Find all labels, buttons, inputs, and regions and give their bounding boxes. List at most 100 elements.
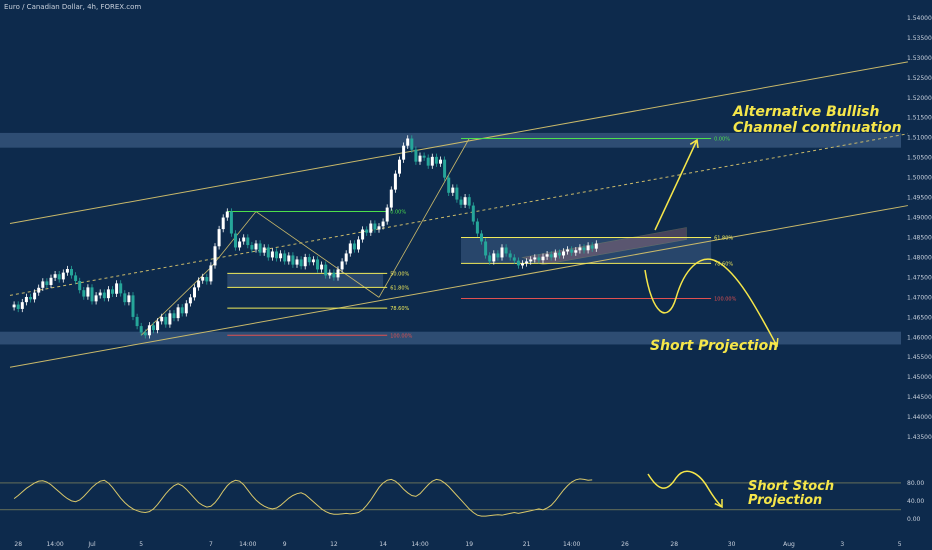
candle-body-67 xyxy=(283,253,287,262)
candle-body-34 xyxy=(147,325,151,336)
price-tick-label-8: 1.50000 xyxy=(907,175,932,182)
candle-body-141 xyxy=(586,245,590,251)
time-tick-label-8: 14 xyxy=(379,541,387,548)
candle-body-123 xyxy=(512,257,516,261)
candle-body-18 xyxy=(82,290,86,297)
time-tick-label-10: 19 xyxy=(465,541,473,548)
bullish-arrow-line xyxy=(654,139,698,231)
price-tick-label-21: 1.43500 xyxy=(907,434,932,441)
fib-level-label-1: 50.00% xyxy=(390,271,409,277)
price-tick-label-17: 1.45500 xyxy=(907,354,932,361)
candle-body-92 xyxy=(385,207,389,222)
candle-body-109 xyxy=(455,187,459,200)
price-tick-label-20: 1.44000 xyxy=(907,414,932,421)
candle-body-45 xyxy=(193,287,196,298)
candle-body-11 xyxy=(53,274,57,278)
candle-body-95 xyxy=(398,159,401,174)
candle-body-63 xyxy=(266,247,270,258)
price-tick-label-4: 1.52000 xyxy=(907,95,932,102)
candle-body-70 xyxy=(295,259,299,265)
candle-layer xyxy=(12,135,598,339)
candle-body-142 xyxy=(590,245,594,249)
candle-body-97 xyxy=(406,138,410,146)
price-tick-label-13: 1.47500 xyxy=(907,274,932,281)
time-tick-label-5: 14:00 xyxy=(239,541,256,548)
candle-body-86 xyxy=(361,229,365,240)
candle-body-77 xyxy=(324,264,328,276)
candle-body-114 xyxy=(475,221,479,234)
candle-body-33 xyxy=(143,332,147,336)
candle-body-22 xyxy=(98,292,102,296)
candle-body-116 xyxy=(484,241,488,256)
candle-body-49 xyxy=(209,265,213,282)
candle-body-23 xyxy=(102,292,106,299)
candle-body-43 xyxy=(184,303,188,314)
candle-body-81 xyxy=(340,261,344,270)
time-tick-label-15: 30 xyxy=(728,541,736,548)
price-tick-label-12: 1.48000 xyxy=(907,254,932,261)
candle-body-119 xyxy=(496,253,500,258)
stoch-tick-label-2: 0.00 xyxy=(907,516,921,523)
candle-body-131 xyxy=(545,254,549,257)
price-tick-label-5: 1.51500 xyxy=(907,115,932,122)
swing-line-1 xyxy=(210,211,257,268)
candle-body-21 xyxy=(94,295,98,302)
candle-body-46 xyxy=(197,280,201,288)
support-zone xyxy=(0,331,901,345)
candle-body-6 xyxy=(33,292,37,300)
swing-line-3 xyxy=(378,138,470,298)
candle-body-72 xyxy=(303,257,307,267)
candle-body-120 xyxy=(500,247,504,258)
price-tick-label-14: 1.47000 xyxy=(907,294,932,301)
candle-body-103 xyxy=(430,156,434,166)
candle-body-115 xyxy=(480,233,483,242)
consolidation-box-left xyxy=(227,273,384,288)
candle-body-64 xyxy=(270,251,274,258)
candle-body-99 xyxy=(414,149,418,162)
candle-body-62 xyxy=(262,247,266,253)
fib-level-label-3: 78.60% xyxy=(390,306,409,312)
time-tick-label-16: Aug xyxy=(783,541,795,548)
fib-level-label-4: 100.00% xyxy=(390,333,412,339)
candle-body-80 xyxy=(336,269,340,278)
candle-body-32 xyxy=(139,326,143,333)
candle-body-138 xyxy=(574,250,578,253)
time-tick-label-12: 14:00 xyxy=(563,541,580,548)
candle-body-134 xyxy=(557,252,561,256)
candle-body-89 xyxy=(373,223,377,230)
candle-body-53 xyxy=(225,211,229,218)
candle-body-36 xyxy=(156,321,160,331)
candle-body-26 xyxy=(115,283,119,294)
price-tick-label-7: 1.50500 xyxy=(907,155,932,162)
time-tick-label-6: 9 xyxy=(283,541,287,548)
candle-body-128 xyxy=(533,257,537,260)
candle-body-31 xyxy=(135,316,139,327)
fib-level-label-6: 61.80% xyxy=(714,235,733,241)
channel-layer xyxy=(9,61,908,368)
price-tick-label-15: 1.46500 xyxy=(907,314,932,321)
candle-body-65 xyxy=(275,251,278,259)
candle-body-139 xyxy=(578,247,582,251)
candle-body-118 xyxy=(492,253,496,262)
time-tick-label-18: 5 xyxy=(898,541,902,548)
candle-body-126 xyxy=(525,261,529,264)
candle-body-125 xyxy=(521,263,524,266)
price-tick-label-0: 1.54000 xyxy=(907,15,932,22)
candle-body-83 xyxy=(348,243,352,254)
candle-body-14 xyxy=(65,269,69,273)
candle-body-122 xyxy=(508,253,512,258)
candle-body-87 xyxy=(365,229,369,233)
time-tick-label-9: 14:00 xyxy=(411,541,428,548)
price-tick-label-10: 1.49000 xyxy=(907,215,932,222)
candle-body-135 xyxy=(562,251,565,256)
annotation-alternative-bullish: Alternative Bullish xyxy=(732,104,879,120)
candle-body-58 xyxy=(246,237,250,246)
candle-body-27 xyxy=(119,283,123,294)
price-tick-label-18: 1.45000 xyxy=(907,374,932,381)
candle-body-48 xyxy=(205,277,209,282)
candle-body-85 xyxy=(357,239,360,250)
candle-body-88 xyxy=(369,223,373,233)
candle-body-9 xyxy=(45,281,49,285)
candle-body-56 xyxy=(238,241,242,248)
